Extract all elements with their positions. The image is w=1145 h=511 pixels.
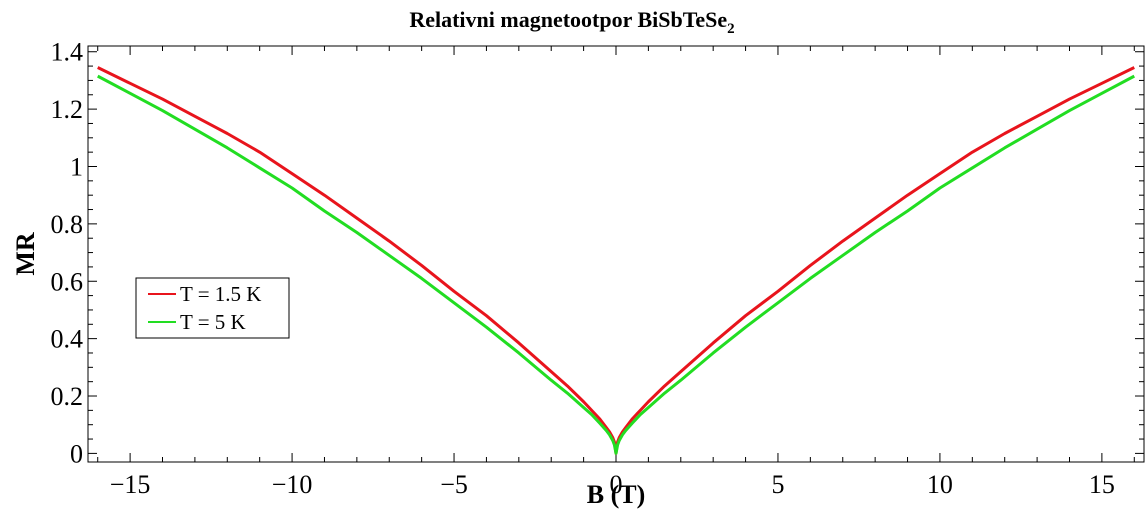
y-axis-label: MR <box>11 232 40 276</box>
y-tick-label: 1.2 <box>51 95 84 124</box>
y-tick-label: 0 <box>70 439 83 468</box>
x-tick-label: 15 <box>1089 470 1115 499</box>
y-tick-label: 0.6 <box>51 267 84 296</box>
x-tick-label: 0 <box>610 470 623 499</box>
series-line-1 <box>97 66 1135 455</box>
x-tick-label: −5 <box>440 470 468 499</box>
legend: T = 1.5 K T = 5 K <box>135 277 290 339</box>
legend-box <box>135 277 290 339</box>
x-axis-label: B (T) <box>587 480 646 509</box>
y-tick-label: 0.4 <box>51 325 84 354</box>
y-tick-label: 1 <box>70 152 83 181</box>
x-tick-label: −10 <box>272 470 313 499</box>
plot-frame <box>87 45 1145 463</box>
ticks <box>88 46 1144 462</box>
chart-title: Relativni magnetootpor BiSbTeSe2 <box>409 7 734 37</box>
legend-label-series-2: T = 5 K <box>180 310 246 334</box>
x-tick-label: −15 <box>110 470 151 499</box>
y-tick-label: 0.8 <box>51 210 84 239</box>
legend-label-series-1: T = 1.5 K <box>180 282 261 306</box>
x-tick-label: 10 <box>927 470 953 499</box>
y-tick-label: 1.4 <box>51 38 84 67</box>
y-tick-label: 0.2 <box>51 382 84 411</box>
tick-labels: −15 −10 −5 0 5 10 15 0 0.2 0.4 0.6 0.8 1 1.2 1.4 <box>51 38 1115 499</box>
x-tick-label: 5 <box>771 470 784 499</box>
series-lines <box>97 66 1135 455</box>
series-line-2 <box>97 74 1135 455</box>
